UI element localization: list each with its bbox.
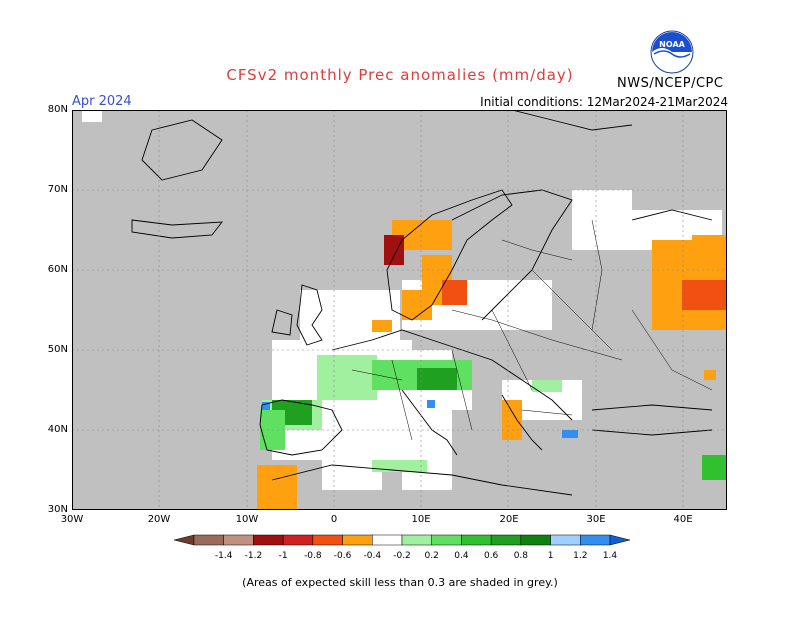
lat-label: 60N	[47, 264, 68, 275]
legend-tick-label: -1.4	[215, 551, 233, 561]
legend-swatch	[550, 534, 581, 546]
legend-swatch	[580, 534, 611, 546]
lon-label: 30E	[586, 514, 606, 525]
coastlines	[131, 110, 713, 496]
legend-tick-label: 1.4	[603, 551, 618, 561]
lon-label: 40E	[673, 514, 693, 525]
legend-swatch	[490, 534, 522, 546]
lat-label: 30N	[47, 504, 68, 515]
legend-tick-label: 0.4	[454, 551, 469, 561]
lon-label: 10E	[411, 514, 431, 525]
legend-swatch	[372, 534, 403, 546]
lon-label: 10W	[235, 514, 259, 525]
dry-anomalies	[257, 220, 727, 510]
legend-tick-label: -1	[279, 551, 288, 561]
logo-text: NOAA	[659, 40, 685, 49]
lon-label: 20W	[147, 514, 171, 525]
lat-label: 40N	[47, 424, 68, 435]
lon-label: 20E	[499, 514, 519, 525]
lat-label: 70N	[47, 184, 68, 195]
legend-swatch-arrow-left	[173, 534, 195, 546]
legend-tick-label: 0.6	[484, 551, 499, 561]
legend-swatch	[431, 534, 462, 546]
legend-swatch	[342, 534, 373, 546]
initial-conditions: Initial conditions: 12Mar2024-21Mar2024	[480, 95, 728, 109]
legend-tick-label: -0.2	[393, 551, 411, 561]
anomaly-map	[72, 110, 727, 510]
legend-swatches	[173, 534, 631, 546]
legend-tick-label: -0.4	[364, 551, 382, 561]
lat-label: 80N	[47, 104, 68, 115]
legend-colorbar: -1.4 -1.2 -1 -0.8 -0.6 -0.4 -0.2 0.2 0.4 0.6 0.8 1 1…	[173, 534, 631, 561]
map-area	[72, 110, 727, 510]
borders	[351, 219, 713, 441]
legend-swatch	[401, 534, 432, 546]
legend-swatch	[520, 534, 551, 546]
legend-swatch-arrow-right	[609, 534, 631, 546]
legend-tick-label: 0.8	[514, 551, 529, 561]
agency-label: NWS/NCEP/CPC	[617, 76, 724, 91]
legend-tick-label: 1.2	[573, 551, 587, 561]
legend-swatch	[461, 534, 492, 546]
wet-anomalies	[260, 355, 727, 480]
skill-footnote: (Areas of expected skill less than 0.3 a…	[242, 576, 558, 589]
graticule	[72, 110, 727, 510]
legend-swatch	[253, 534, 284, 546]
lon-label: 30W	[60, 514, 84, 525]
legend-swatch	[223, 534, 254, 546]
legend-labels: -1.4 -1.2 -1 -0.8 -0.6 -0.4 -0.2 0.2 0.4 0.6 0.8 1 1…	[215, 551, 617, 561]
legend-tick-label: 1	[548, 551, 554, 561]
lat-label: 50N	[47, 344, 68, 355]
map-frame	[72, 110, 727, 510]
legend-swatch	[282, 534, 314, 546]
noaa-logo-icon: NOAA	[650, 30, 694, 74]
legend-tick-label: -0.8	[304, 551, 322, 561]
lon-label: 0	[330, 514, 338, 525]
forecast-month: Apr 2024	[72, 94, 132, 109]
legend-tick-label: -0.6	[334, 551, 352, 561]
legend-tick-label: 0.2	[425, 551, 439, 561]
legend-swatch	[193, 534, 224, 546]
legend-tick-label: -1.2	[245, 551, 263, 561]
legend-swatch	[312, 534, 343, 546]
chart-title: CFSv2 monthly Prec anomalies (mm/day)	[226, 66, 574, 84]
